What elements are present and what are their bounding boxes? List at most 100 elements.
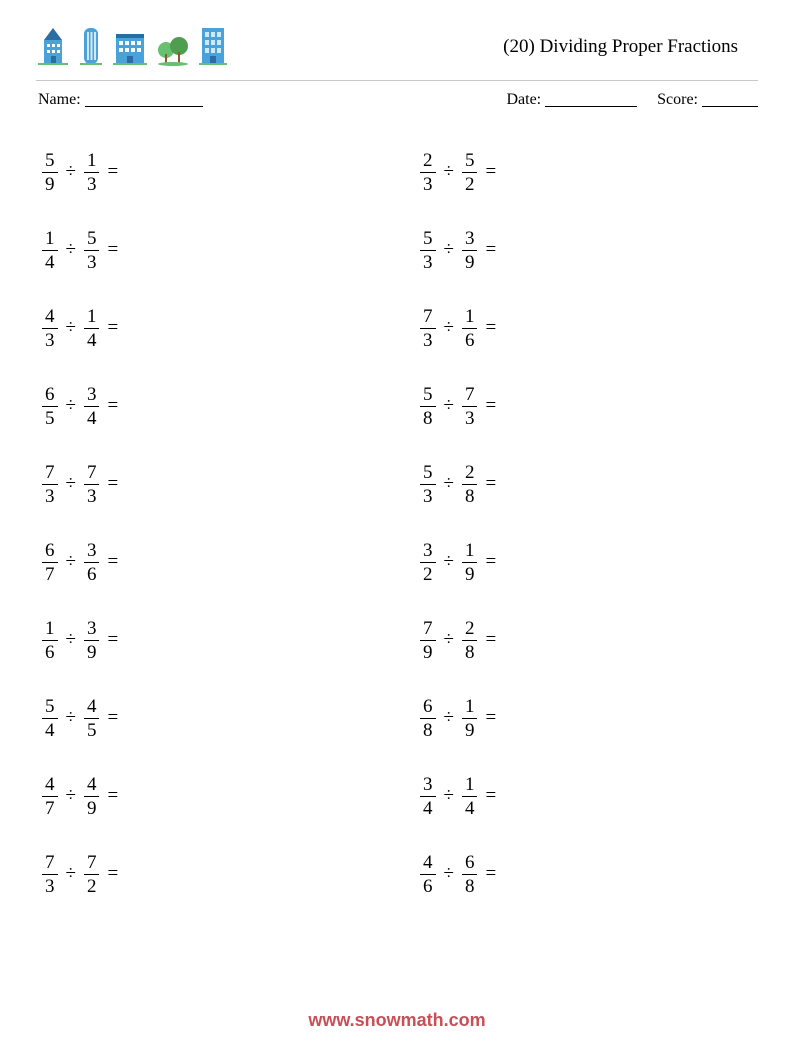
name-blank[interactable] xyxy=(85,106,203,107)
fraction-denominator: 8 xyxy=(462,875,478,896)
equals-sign: = xyxy=(107,785,118,807)
equals-sign: = xyxy=(485,473,496,495)
fraction-denominator: 4 xyxy=(42,251,58,272)
fraction-numerator: 3 xyxy=(462,229,478,250)
equals-sign: = xyxy=(107,707,118,729)
fraction: 67 xyxy=(42,541,58,584)
fraction-numerator: 2 xyxy=(462,619,478,640)
problem: 59÷13= xyxy=(42,133,380,211)
fraction-denominator: 7 xyxy=(42,797,58,818)
operator-divide: ÷ xyxy=(444,629,454,651)
operator-divide: ÷ xyxy=(66,551,76,573)
fraction-numerator: 1 xyxy=(84,151,100,172)
fraction-denominator: 3 xyxy=(42,485,58,506)
fraction: 13 xyxy=(84,151,100,194)
fraction: 79 xyxy=(420,619,436,662)
fraction-numerator: 1 xyxy=(42,229,58,250)
equals-sign: = xyxy=(485,317,496,339)
fraction: 73 xyxy=(462,385,478,428)
problems-grid: 59÷13=14÷53=43÷14=65÷34=73÷73=67÷36=16÷3… xyxy=(36,133,758,913)
fraction: 19 xyxy=(462,541,478,584)
fraction: 73 xyxy=(42,853,58,896)
fraction-denominator: 8 xyxy=(462,485,478,506)
problem: 32÷19= xyxy=(420,523,758,601)
problem: 53÷28= xyxy=(420,445,758,523)
fraction-numerator: 4 xyxy=(84,697,100,718)
fraction: 73 xyxy=(84,463,100,506)
fraction-denominator: 6 xyxy=(42,641,58,662)
equals-sign: = xyxy=(107,161,118,183)
fraction-denominator: 6 xyxy=(420,875,436,896)
problem: 34÷14= xyxy=(420,757,758,835)
fraction-denominator: 9 xyxy=(84,641,100,662)
fraction-numerator: 6 xyxy=(462,853,478,874)
equals-sign: = xyxy=(485,395,496,417)
date-label: Date: xyxy=(506,91,541,108)
fraction-numerator: 1 xyxy=(462,307,478,328)
fraction-denominator: 9 xyxy=(462,719,478,740)
fraction-denominator: 6 xyxy=(84,563,100,584)
equals-sign: = xyxy=(485,161,496,183)
fraction-denominator: 9 xyxy=(420,641,436,662)
fraction-numerator: 7 xyxy=(84,463,100,484)
fraction: 53 xyxy=(420,229,436,272)
name-field: Name: xyxy=(38,91,506,109)
equals-sign: = xyxy=(485,785,496,807)
fraction-numerator: 1 xyxy=(84,307,100,328)
operator-divide: ÷ xyxy=(444,317,454,339)
fraction-numerator: 5 xyxy=(420,229,436,250)
equals-sign: = xyxy=(107,551,118,573)
fraction: 43 xyxy=(42,307,58,350)
fraction-numerator: 1 xyxy=(462,541,478,562)
operator-divide: ÷ xyxy=(444,551,454,573)
operator-divide: ÷ xyxy=(66,317,76,339)
fraction-numerator: 3 xyxy=(84,619,100,640)
equals-sign: = xyxy=(107,473,118,495)
fraction-numerator: 5 xyxy=(420,463,436,484)
header: (20) Dividing Proper Fractions xyxy=(36,22,758,72)
building-office-icon xyxy=(112,26,148,71)
fraction-denominator: 7 xyxy=(42,563,58,584)
fraction-numerator: 7 xyxy=(420,619,436,640)
fraction: 16 xyxy=(462,307,478,350)
operator-divide: ÷ xyxy=(66,473,76,495)
fraction-denominator: 9 xyxy=(462,251,478,272)
operator-divide: ÷ xyxy=(66,707,76,729)
fraction-denominator: 4 xyxy=(84,407,100,428)
footer-url: www.snowmath.com xyxy=(0,1010,794,1031)
equals-sign: = xyxy=(485,629,496,651)
equals-sign: = xyxy=(107,317,118,339)
info-row: Name: Date: Score: xyxy=(36,91,758,109)
operator-divide: ÷ xyxy=(66,863,76,885)
problem: 73÷73= xyxy=(42,445,380,523)
date-field: Date: xyxy=(506,91,637,109)
problem: 73÷72= xyxy=(42,835,380,913)
problem: 58÷73= xyxy=(420,367,758,445)
fraction: 45 xyxy=(84,697,100,740)
equals-sign: = xyxy=(485,707,496,729)
fraction-denominator: 4 xyxy=(462,797,478,818)
fraction-denominator: 3 xyxy=(420,251,436,272)
fraction: 46 xyxy=(420,853,436,896)
fraction-denominator: 2 xyxy=(84,875,100,896)
problem: 43÷14= xyxy=(42,289,380,367)
fraction: 23 xyxy=(420,151,436,194)
fraction: 28 xyxy=(462,619,478,662)
score-blank[interactable] xyxy=(702,106,758,107)
fraction-numerator: 2 xyxy=(420,151,436,172)
operator-divide: ÷ xyxy=(444,239,454,261)
worksheet-title: (20) Dividing Proper Fractions xyxy=(228,36,758,58)
building-tower-icon xyxy=(36,26,70,71)
fraction-denominator: 3 xyxy=(42,875,58,896)
fraction-denominator: 5 xyxy=(84,719,100,740)
date-blank[interactable] xyxy=(545,106,637,107)
problem: 67÷36= xyxy=(42,523,380,601)
fraction-numerator: 3 xyxy=(420,541,436,562)
equals-sign: = xyxy=(107,629,118,651)
fraction-numerator: 4 xyxy=(420,853,436,874)
fraction: 14 xyxy=(462,775,478,818)
operator-divide: ÷ xyxy=(444,473,454,495)
problem: 14÷53= xyxy=(42,211,380,289)
fraction-numerator: 5 xyxy=(420,385,436,406)
fraction-numerator: 5 xyxy=(462,151,478,172)
